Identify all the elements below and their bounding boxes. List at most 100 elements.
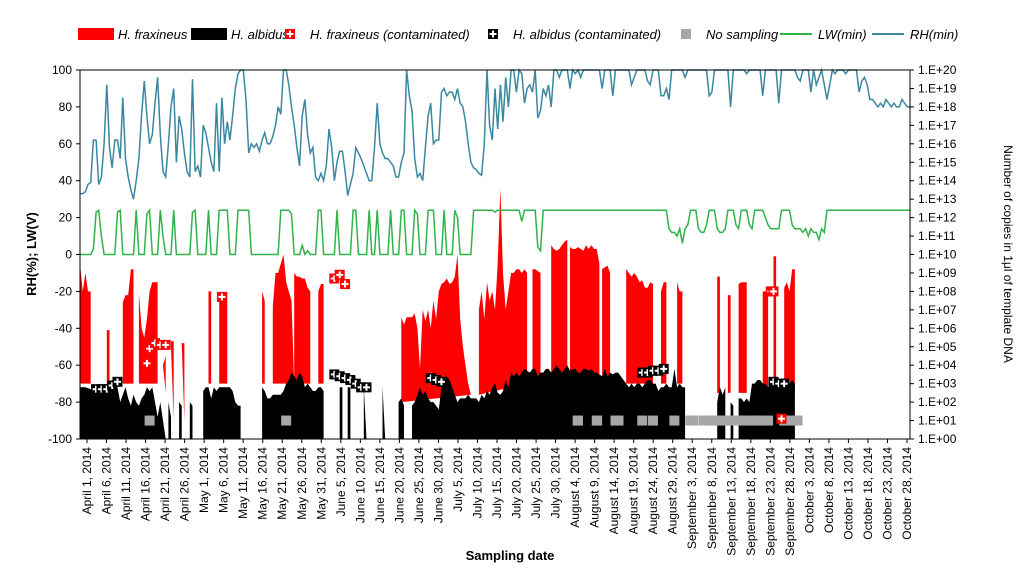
x-tick-label: July 20, 2014 [510,447,524,519]
no-sampling-marker [610,415,621,426]
ha-area [738,380,795,439]
hf-area [626,269,653,384]
y-tick-label-right: 1.E+08 [918,284,957,298]
hf-area [478,188,528,395]
legend: H. fraxineus H. albidus H. fraxineus (cont… [78,27,958,42]
hf-area [181,343,185,421]
y-tick-label-left: -40 [55,321,73,335]
hf-area [171,341,174,421]
x-tick-label: May 6, 2014 [217,447,231,513]
ha-area [339,387,343,439]
y-tick-label-right: 1.E+04 [918,358,957,372]
x-tick-label: May 11, 2014 [236,447,250,519]
no-sampling-marker [698,415,709,426]
hf-contaminated-marker [144,343,155,354]
y-tick-label-left: -20 [55,284,73,298]
y-tick-label-right: 1.E+00 [918,432,957,446]
y-tick-label-right: 1.E+19 [918,81,957,95]
legend-swatch [78,28,114,40]
y-tick-label-right: 1.E+01 [918,414,957,428]
legend-item-hac: H. albidus (contaminated) [488,27,661,42]
hf-area [677,282,683,384]
x-tick-label: September 3, 2014 [685,447,699,549]
x-tick-label: May 1, 2014 [197,447,211,513]
y-tick-label-right: 1.E+09 [918,266,957,280]
hf-area [762,291,769,393]
no-sampling-marker [763,415,774,426]
ha-contaminated-marker [436,376,447,387]
hf-contaminated-marker [340,279,351,290]
no-sampling-marker [781,415,801,426]
y-tick-label-right: 1.E+16 [918,137,957,151]
x-tick-label: October 28, 2014 [900,447,914,540]
x-tick-label: May 31, 2014 [314,447,328,520]
legend-label: H. albidus (contaminated) [513,27,661,42]
x-tick-label: April 1, 2014 [80,447,94,515]
ha-contaminated-marker [112,376,123,387]
y-tick-label-left: -100 [48,432,72,446]
y-tick-label-right: 1.E+02 [918,395,957,409]
ha-area [363,387,367,439]
legend-item-lw: LW(min) [780,27,867,42]
hf-contaminated-marker [216,291,227,302]
legend-label: H. fraxineus [118,27,188,42]
hf-area [532,269,541,384]
axes: 100 80 60 40 20 0 -20 -40 -60 -80 -100 1.E+20 1.E+19… [48,63,957,556]
x-tick-label: October 3, 2014 [802,447,816,533]
x-tick-label: May 26, 2014 [295,447,309,520]
hf-area [106,330,110,384]
hf-area [661,282,667,384]
hf-area [208,291,212,384]
hf-area [784,269,795,393]
no-sampling-marker [637,415,648,426]
rh-line [80,67,910,200]
y-tick-label-right: 1.E+14 [918,174,957,188]
x-tick-label: June 15, 2014 [373,447,387,523]
x-tick-label: April 16, 2014 [139,447,153,521]
y-tick-label-right: 1.E+10 [918,248,957,262]
no-sampling-marker [685,415,696,426]
hf-contaminated-marker [768,286,779,297]
legend-item-hf: H. fraxineus [78,27,188,42]
no-sampling-marker [749,415,760,426]
ha-area [189,402,193,439]
hf-area [122,269,134,384]
x-tick-label: July 30, 2014 [549,447,563,519]
legend-swatch [191,28,227,40]
x-tick-label: August 29, 2014 [666,447,680,535]
no-sampling-marker [717,415,728,426]
legend-item-hfc: H. fraxineus (contaminated) [285,27,470,42]
y-tick-label-right: 1.E+07 [918,303,957,317]
x-tick-label: September 8, 2014 [705,447,719,549]
x-tick-label: August 9, 2014 [588,447,602,528]
x-tick-label: July 15, 2014 [490,447,504,519]
x-tick-label: July 25, 2014 [529,447,543,519]
legend-swatch [681,29,691,39]
no-sampling-marker [736,415,747,426]
hf-area [602,265,611,384]
x-tick-label: July 5, 2014 [451,447,465,512]
y-tick-label-left: 0 [65,248,72,262]
no-sampling-marker [573,415,583,426]
y-tick-label-left: 100 [52,63,72,77]
ha-contaminated-marker [658,363,669,374]
hf-area [401,254,471,403]
ha-area [168,402,171,439]
hf-area [219,291,228,384]
hf-area [727,295,731,393]
y-tick-label-right: 1.E+03 [918,377,957,391]
y-tick-label-right: 1.E+05 [918,340,957,354]
no-sampling-marker [792,415,803,426]
hf-area [80,263,91,384]
ha-area [347,387,351,439]
x-tick-label: June 30, 2014 [431,447,445,523]
y-tick-label-left: 40 [59,174,73,188]
legend-label: H. fraxineus (contaminated) [310,27,470,42]
x-tick-label: September 18, 2014 [744,447,758,556]
x-tick-label: August 4, 2014 [568,447,582,528]
no-sampling-marker [281,415,292,426]
ha-area [179,402,182,439]
y-tick-label-right: 1.E+17 [918,118,957,132]
x-tick-label: October 8, 2014 [822,447,836,533]
